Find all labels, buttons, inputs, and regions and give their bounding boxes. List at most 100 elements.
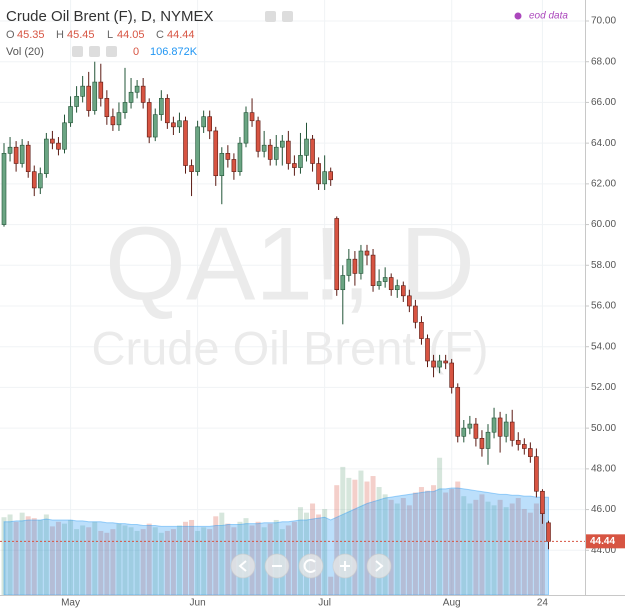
scroll-left-button[interactable] (230, 553, 256, 579)
volume-bar (80, 525, 86, 595)
volume-bar (146, 523, 152, 595)
volume-bar (68, 519, 74, 595)
candles (0, 61, 585, 550)
volume-bar (310, 503, 316, 595)
candle-body (92, 81, 98, 111)
candle-body (249, 112, 255, 122)
candle-body (128, 91, 134, 103)
candle-body (316, 163, 321, 185)
candle-body (352, 258, 358, 274)
volume-bar (382, 494, 388, 595)
candle-body (461, 427, 467, 437)
settings-icon[interactable] (265, 11, 276, 22)
volume-bar (449, 488, 455, 595)
candle-body (195, 126, 200, 172)
candle-body (540, 490, 545, 514)
volume-bar (328, 576, 334, 595)
eod-note: eod data (529, 11, 568, 22)
candle-body (503, 421, 509, 437)
reset-button[interactable] (298, 553, 324, 579)
candle-body (159, 98, 164, 115)
ohlc-label: C (156, 29, 164, 41)
volume-bar (539, 510, 545, 595)
settings-icon[interactable] (72, 46, 83, 57)
candle-body (31, 171, 37, 189)
candle-body (509, 421, 515, 441)
candle-body (292, 163, 297, 168)
candle-body (255, 120, 261, 152)
volume-bar (25, 516, 31, 595)
candle-body (358, 250, 364, 274)
candle-body (437, 360, 442, 368)
candle-body (419, 321, 424, 339)
candle-body (310, 138, 315, 164)
candle-body (286, 140, 291, 164)
volume-bar (62, 523, 67, 595)
volume-bar (521, 508, 527, 595)
candle-body (177, 120, 182, 128)
volume-bar (527, 512, 533, 595)
close-icon[interactable] (282, 11, 293, 22)
volume-bar (322, 508, 328, 595)
y-tick-label: 54.00 (591, 341, 616, 352)
candle-body (340, 275, 346, 291)
candle-body (479, 438, 485, 449)
volume-bar (55, 521, 61, 595)
y-tick-label: 52.00 (591, 382, 616, 393)
candle-body (243, 112, 249, 144)
candle-body (328, 171, 334, 181)
candle-body (455, 387, 461, 437)
candle-body (19, 144, 25, 164)
volume-bar (479, 494, 485, 595)
candle-body (146, 102, 152, 138)
volume-bar (13, 521, 19, 595)
hide-icon[interactable] (89, 46, 100, 57)
volume-bar (509, 503, 515, 595)
candle-body (207, 116, 212, 132)
ohlc-value: 44.44 (167, 29, 195, 41)
candle-body (44, 138, 49, 174)
x-tick-label: Aug (443, 598, 461, 609)
candle-body (7, 146, 13, 154)
candle-body (298, 155, 303, 168)
x-tick-label: 24 (537, 598, 549, 609)
y-tick-label: 46.00 (591, 504, 616, 515)
volume-bar (134, 530, 140, 595)
y-tick-label: 70.00 (591, 16, 616, 27)
candle-body (528, 448, 533, 457)
x-tick-label: Jul (318, 598, 331, 609)
close-icon[interactable] (106, 46, 117, 57)
volume-bar (443, 492, 449, 595)
volume-bar (291, 521, 297, 595)
volume-bar (515, 498, 521, 595)
candle-body (485, 431, 491, 449)
candle-body (56, 142, 61, 150)
volume-bar (201, 527, 207, 595)
volume-bar (152, 527, 158, 595)
candle-body (231, 159, 237, 172)
candle-body (86, 85, 91, 111)
candle-body (497, 417, 503, 437)
candle-body (37, 173, 43, 189)
volume-bar (412, 492, 418, 595)
volume-bar (43, 514, 49, 595)
candle-body (370, 254, 376, 286)
volume-bar (400, 498, 406, 595)
scroll-right-button[interactable] (366, 553, 392, 579)
candle-body (80, 85, 85, 97)
candle-body (219, 153, 225, 177)
candle-body (68, 106, 73, 124)
x-tick-label: May (61, 598, 80, 609)
candle-body (74, 96, 79, 107)
volume-bar (189, 519, 195, 595)
volume-bar (364, 481, 370, 595)
candle-body (364, 250, 370, 256)
candle-body (201, 116, 206, 128)
volume-bar (219, 512, 225, 595)
candle-body (189, 165, 194, 172)
volume-bar (388, 499, 394, 595)
volume-bar (225, 523, 231, 595)
volume-bar (316, 514, 322, 595)
candle-body (165, 98, 170, 124)
volume-bar (49, 526, 55, 595)
